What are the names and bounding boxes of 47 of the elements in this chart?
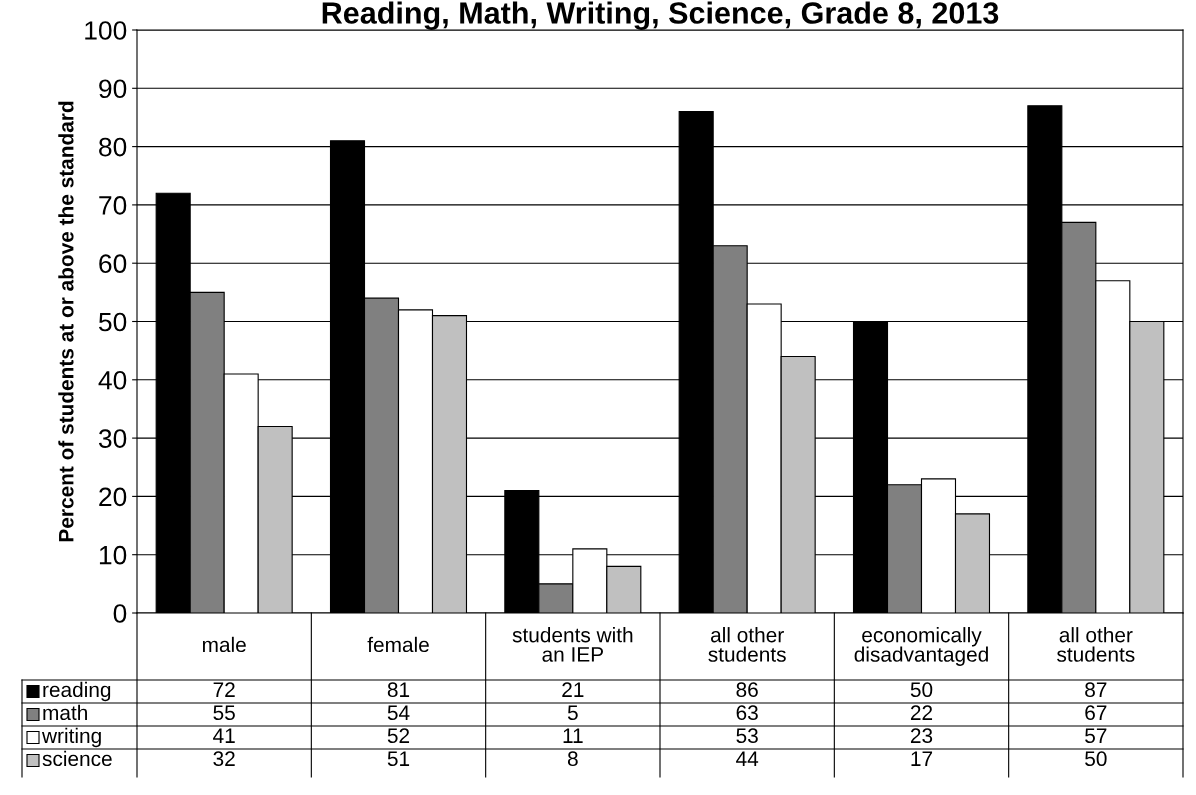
data-label: 17: [911, 751, 933, 766]
legend-label: writing: [41, 727, 101, 748]
y-tick-label: 80: [99, 137, 127, 157]
chart-title: Reading, Math, Writing, Science, Grade 8, 2013: [322, 1, 999, 30]
y-tick-label: 30: [98, 429, 127, 448]
y-tick-label: 100: [85, 21, 127, 40]
data-label: 81: [387, 682, 410, 698]
data-label: 32: [213, 751, 235, 767]
x-tick-label: students with an IEP: [512, 627, 633, 662]
data-label: 50: [910, 682, 933, 698]
y-tick-label: 0: [113, 604, 127, 623]
data-label: 5: [567, 705, 578, 721]
data-label: 57: [1085, 728, 1107, 744]
y-tick-label: 10: [99, 545, 127, 565]
data-label: 86: [736, 682, 758, 698]
data-label: 41: [213, 728, 235, 743]
data-label: 44: [736, 751, 759, 766]
data-label: 51: [387, 751, 410, 767]
legend-label: science: [42, 750, 112, 767]
data-label: 72: [213, 682, 235, 697]
y-tick-label: 90: [99, 79, 127, 99]
y-tick-label: 20: [99, 487, 127, 507]
data-label: 50: [1085, 751, 1107, 767]
data-label: 8: [567, 751, 578, 767]
y-axis-title: Percent of students at or above the standard: [58, 101, 74, 542]
y-tick-label: 60: [99, 254, 127, 274]
x-tick-label: female: [367, 636, 429, 653]
x-tick-label: all other students: [1057, 627, 1135, 662]
legend-label: math: [43, 704, 87, 721]
x-tick-label: economically disadvantaged: [854, 627, 988, 666]
data-label: 22: [910, 705, 933, 720]
y-tick-label: 40: [98, 370, 127, 390]
data-label: 87: [1085, 682, 1107, 698]
data-label: 55: [213, 705, 235, 721]
y-tick-label: 50: [98, 312, 127, 332]
legend-label: reading: [43, 681, 111, 702]
data-label: 63: [736, 705, 758, 721]
data-label: 11: [563, 728, 583, 743]
data-label: 52: [387, 728, 410, 744]
x-tick-label: male: [202, 636, 246, 653]
data-label: 21: [562, 682, 584, 697]
data-label: 67: [1085, 705, 1107, 721]
data-label: 23: [910, 728, 933, 744]
x-tick-label: all other students: [708, 627, 786, 662]
data-label: 53: [736, 728, 758, 744]
data-label: 54: [387, 705, 410, 721]
y-tick-label: 70: [99, 196, 127, 215]
